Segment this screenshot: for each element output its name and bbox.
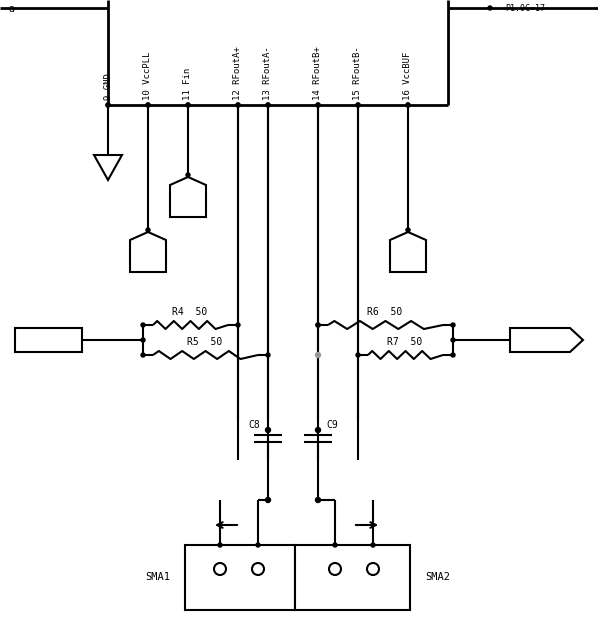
Text: R6  50: R6 50 — [367, 307, 402, 317]
Text: 2: 2 — [332, 580, 338, 590]
Polygon shape — [390, 232, 426, 272]
Circle shape — [236, 103, 240, 107]
Circle shape — [266, 497, 270, 503]
Text: 2: 2 — [255, 580, 261, 590]
Polygon shape — [130, 232, 166, 272]
Circle shape — [146, 103, 150, 107]
Text: 13 RFoutA-: 13 RFoutA- — [264, 46, 273, 100]
Circle shape — [266, 103, 270, 107]
Circle shape — [488, 6, 492, 10]
Bar — [295, 545, 410, 610]
Polygon shape — [510, 328, 583, 352]
Circle shape — [356, 103, 360, 107]
Circle shape — [266, 103, 270, 107]
Text: 12 RFoutA+: 12 RFoutA+ — [233, 46, 243, 100]
Circle shape — [316, 323, 320, 327]
Text: 15 RFoutB-: 15 RFoutB- — [353, 46, 362, 100]
Circle shape — [451, 353, 455, 357]
Circle shape — [141, 338, 145, 342]
Circle shape — [218, 543, 222, 547]
Text: 14 RFoutB+: 14 RFoutB+ — [313, 46, 322, 100]
Circle shape — [451, 323, 455, 327]
Circle shape — [406, 103, 410, 107]
Circle shape — [316, 497, 321, 503]
Circle shape — [146, 103, 150, 107]
Text: SMA2: SMA2 — [425, 572, 450, 582]
Circle shape — [333, 543, 337, 547]
Text: 11 Fin: 11 Fin — [184, 68, 193, 100]
Circle shape — [141, 323, 145, 327]
Circle shape — [256, 543, 260, 547]
Bar — [185, 545, 295, 610]
Text: R5  50: R5 50 — [187, 337, 222, 347]
Circle shape — [406, 228, 410, 232]
Circle shape — [186, 173, 190, 177]
Text: 3.3v: 3.3v — [36, 335, 60, 345]
Circle shape — [186, 103, 190, 107]
Circle shape — [316, 103, 320, 107]
Circle shape — [236, 323, 240, 327]
Circle shape — [451, 338, 455, 342]
Text: C9: C9 — [326, 420, 338, 430]
Circle shape — [316, 103, 320, 107]
Circle shape — [266, 428, 270, 433]
Text: 16 VccBUF: 16 VccBUF — [404, 52, 413, 100]
Circle shape — [146, 228, 150, 232]
Text: P1.0C=17: P1.0C=17 — [505, 4, 545, 13]
Text: nc: nc — [182, 196, 194, 206]
Circle shape — [406, 103, 410, 107]
Text: 3.3v: 3.3v — [136, 251, 160, 261]
Circle shape — [106, 103, 110, 107]
Text: a: a — [8, 4, 14, 14]
Text: 3.3v: 3.3v — [525, 335, 549, 345]
Bar — [15, 328, 82, 352]
Text: 3.3v: 3.3v — [396, 251, 420, 261]
Text: C8: C8 — [248, 420, 260, 430]
Circle shape — [316, 323, 320, 327]
Circle shape — [356, 353, 360, 357]
Circle shape — [236, 103, 240, 107]
Text: 9 GND: 9 GND — [103, 73, 112, 100]
Circle shape — [266, 353, 270, 357]
Circle shape — [371, 543, 375, 547]
Text: 1: 1 — [370, 580, 376, 590]
Text: 1: 1 — [217, 580, 223, 590]
Text: SMA1: SMA1 — [145, 572, 170, 582]
Text: 10 VccPLL: 10 VccPLL — [144, 52, 152, 100]
Circle shape — [356, 103, 360, 107]
Circle shape — [316, 353, 321, 358]
Circle shape — [106, 103, 110, 107]
Text: R7  50: R7 50 — [388, 337, 423, 347]
Polygon shape — [170, 177, 206, 217]
Circle shape — [316, 428, 321, 433]
Circle shape — [141, 353, 145, 357]
Circle shape — [186, 103, 190, 107]
Text: R4  50: R4 50 — [172, 307, 208, 317]
